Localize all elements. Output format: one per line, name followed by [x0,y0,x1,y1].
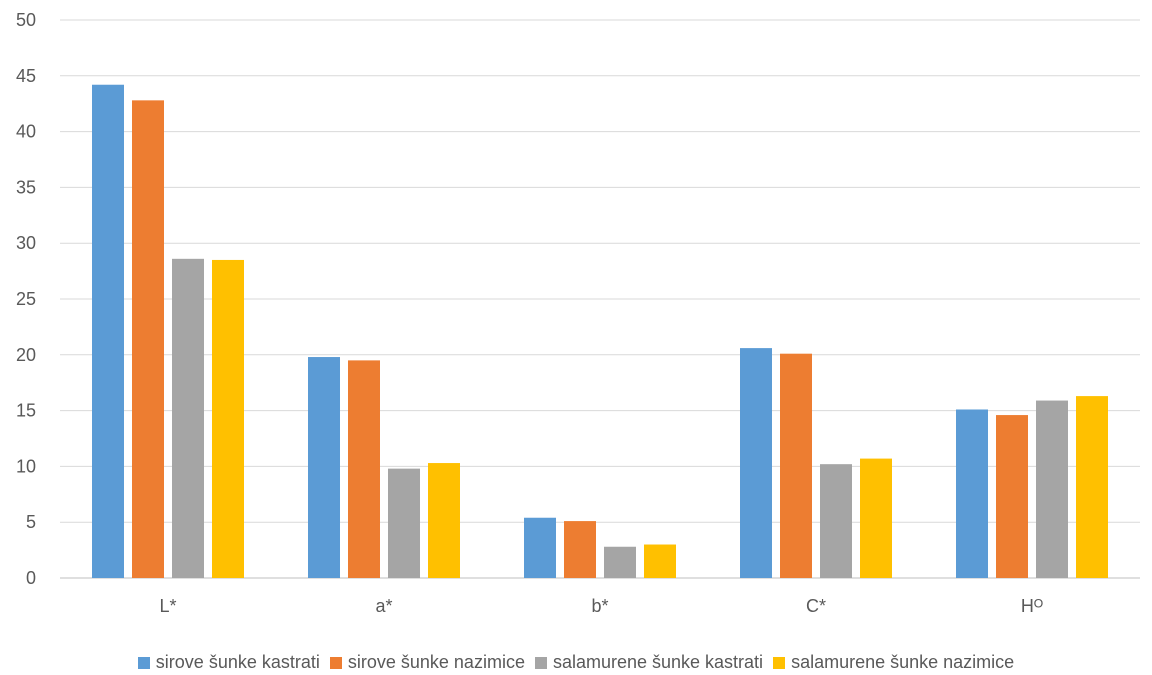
legend-item: sirove šunke nazimice [329,652,525,673]
legend: sirove šunke kastrati sirove šunke nazimi… [0,652,1152,673]
legend-swatch [773,656,786,669]
x-tick-label: Hᴼ [1021,596,1043,616]
y-tick-label: 5 [26,512,36,532]
bar [956,409,988,578]
bar [308,357,340,578]
x-tick-label: L* [159,596,176,616]
y-tick-label: 15 [16,401,36,421]
bar [524,517,556,578]
legend-label: salamurene šunke kastrati [552,652,764,672]
legend-swatch [534,656,547,669]
y-tick-label: 30 [16,233,36,253]
bar-chart: 0 5 10 15 20 25 30 35 40 45 50 L* a* b* C* Hᴼ [16,10,1140,616]
y-tick-label: 35 [16,177,36,197]
legend-label: sirove šunke kastrati [155,652,320,672]
legend-label: sirove šunke nazimice [347,652,525,672]
x-tick-label: C* [806,596,826,616]
bar [780,353,812,578]
bar [564,521,596,578]
bar [212,259,244,578]
x-tick-label: b* [591,596,608,616]
bar [388,468,420,578]
axes: 0 5 10 15 20 25 30 35 40 45 50 L* a* b* C* Hᴼ [16,10,1043,616]
bar [132,100,164,579]
bar [740,348,772,578]
bar [860,458,892,578]
bar [1036,400,1068,578]
bar [1076,396,1108,578]
bar [92,84,124,578]
y-tick-label: 45 [16,66,36,86]
y-tick-label: 25 [16,289,36,309]
legend-label: salamurene šunke nazimice [791,652,1015,672]
bar [348,360,380,578]
y-tick-label: 0 [26,568,36,588]
x-tick-label: a* [375,596,392,616]
legend-swatch [137,656,150,669]
bar [644,544,676,578]
legend-item: sirove šunke kastrati [137,652,320,673]
y-tick-label: 20 [16,345,36,365]
y-tick-label: 50 [16,10,36,30]
legend-item: salamurene šunke kastrati [534,652,764,673]
bar [604,546,636,578]
bar [428,463,460,578]
bar [996,415,1028,578]
y-tick-label: 40 [16,122,36,142]
bar [172,258,204,578]
y-tick-label: 10 [16,456,36,476]
legend-item: salamurene šunke nazimice [773,652,1014,673]
legend-swatch [329,656,342,669]
bar [820,464,852,578]
bars [92,84,1108,579]
